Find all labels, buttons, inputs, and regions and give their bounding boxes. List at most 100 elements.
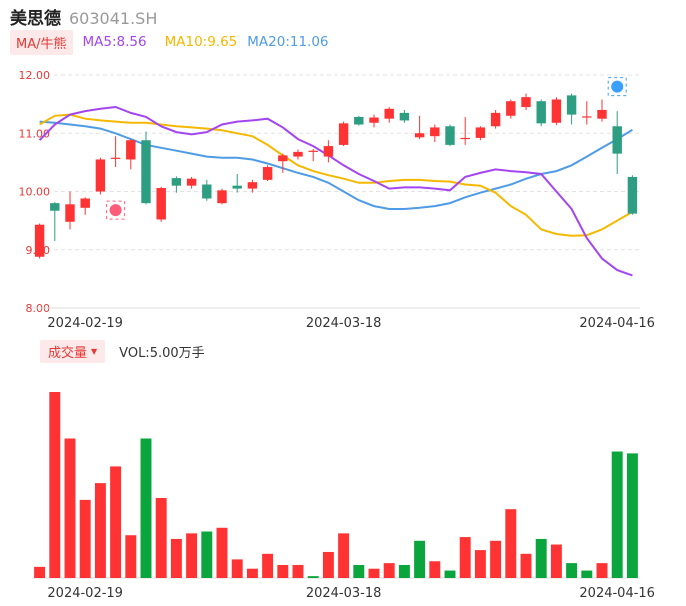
candle — [278, 155, 288, 162]
volume-bar — [338, 533, 350, 578]
ma10-line — [39, 113, 633, 237]
volume-bar — [246, 568, 258, 578]
volume-bar — [94, 483, 106, 578]
volume-indicator-button[interactable]: 成交量 ▼ — [40, 339, 106, 363]
volume-bar — [505, 509, 517, 578]
volume-bar — [216, 527, 228, 578]
volume-bar — [262, 553, 274, 578]
candle — [506, 101, 516, 116]
candle — [460, 137, 470, 140]
y-tick-label: 10.00 — [19, 186, 51, 199]
volume-bar — [322, 551, 334, 578]
ma-legend: MA/牛熊 MA5:8.56 MA10:9.65 MA20:11.06 — [10, 29, 329, 55]
stock-code: 603041.SH — [69, 9, 158, 28]
ma20-line — [39, 120, 633, 210]
volume-bar — [155, 498, 167, 578]
candle — [551, 99, 562, 123]
candle — [384, 108, 394, 119]
bear-badge-icon-frame — [607, 77, 627, 97]
volume-bar — [231, 559, 243, 578]
volume-bar — [292, 564, 304, 578]
volume-x-tick-label: 2024-03-18 — [306, 586, 382, 601]
candle — [369, 117, 379, 123]
ma20-label: MA20:11.06 — [247, 34, 329, 50]
volume-bar — [414, 540, 426, 578]
y-tick-label: 12.00 — [19, 69, 51, 82]
candle — [566, 95, 577, 115]
candle — [217, 190, 227, 204]
volume-bar — [459, 537, 471, 578]
candle — [171, 178, 182, 186]
volume-bar — [140, 438, 152, 578]
volume-bar — [201, 531, 213, 578]
volume-bar — [49, 392, 61, 578]
ma5-line — [38, 105, 633, 277]
volume-bar — [383, 563, 395, 578]
candle — [490, 112, 501, 127]
ma10-label: MA10:9.65 — [164, 34, 238, 50]
volume-tag-label: 成交量 — [48, 345, 88, 361]
candle — [262, 167, 273, 180]
candle — [247, 182, 258, 189]
volume-bar — [611, 451, 623, 578]
volume-bar — [596, 563, 608, 578]
candle — [445, 126, 455, 145]
candle — [126, 140, 136, 160]
candle — [50, 203, 60, 211]
volume-bar — [398, 564, 410, 578]
volume-legend: 成交量 ▼ VOL:5.00万手 — [40, 339, 205, 363]
candle — [612, 126, 622, 154]
candle — [186, 178, 197, 186]
volume-bar — [170, 538, 182, 578]
bear-badge-icon — [611, 80, 624, 93]
volume-bar — [535, 538, 547, 578]
candle — [597, 109, 607, 119]
volume-bar — [277, 564, 289, 578]
stock-header: 美思德 603041.SH — [10, 4, 158, 29]
volume-bar — [566, 563, 578, 578]
candle — [202, 184, 212, 199]
volume-x-tick-label: 2024-02-19 — [47, 586, 123, 601]
candle — [354, 116, 364, 125]
candle — [582, 116, 592, 118]
candle — [627, 176, 638, 214]
candle — [95, 159, 106, 192]
bull-badge-icon-frame — [106, 200, 126, 220]
volume-bar — [444, 570, 456, 578]
candle — [141, 140, 151, 204]
ma5-label: MA5:8.56 — [82, 34, 147, 50]
candle — [399, 112, 410, 121]
candle — [308, 150, 318, 152]
volume-bar — [353, 564, 365, 578]
volume-bar — [550, 544, 562, 578]
volume-bar — [186, 533, 198, 578]
candle — [110, 157, 121, 159]
candle — [293, 151, 303, 157]
candle — [80, 198, 90, 208]
volume-x-tick-label: 2024-04-16 — [579, 586, 655, 601]
volume-bar — [581, 570, 593, 578]
x-tick-label: 2024-03-18 — [306, 316, 382, 331]
candle — [536, 101, 546, 124]
volume-bar — [368, 568, 380, 578]
candle — [521, 97, 531, 108]
x-tick-label: 2024-04-16 — [579, 316, 655, 331]
candle — [338, 123, 349, 145]
volume-bar — [490, 540, 502, 578]
volume-bar — [474, 550, 486, 578]
candle — [232, 185, 242, 189]
volume-label: VOL:5.00万手 — [119, 345, 205, 361]
volume-bar — [520, 553, 532, 578]
x-tick-label: 2024-02-19 — [47, 316, 123, 331]
volume-bar — [64, 438, 76, 578]
ma-indicator-button[interactable]: MA/牛熊 — [10, 29, 73, 55]
candle — [475, 127, 486, 138]
candle — [34, 224, 45, 257]
candle — [414, 133, 425, 138]
candle — [430, 127, 440, 137]
volume-bar — [626, 453, 638, 578]
candle — [65, 204, 75, 222]
candle — [156, 188, 166, 220]
volume-bar — [79, 499, 91, 578]
